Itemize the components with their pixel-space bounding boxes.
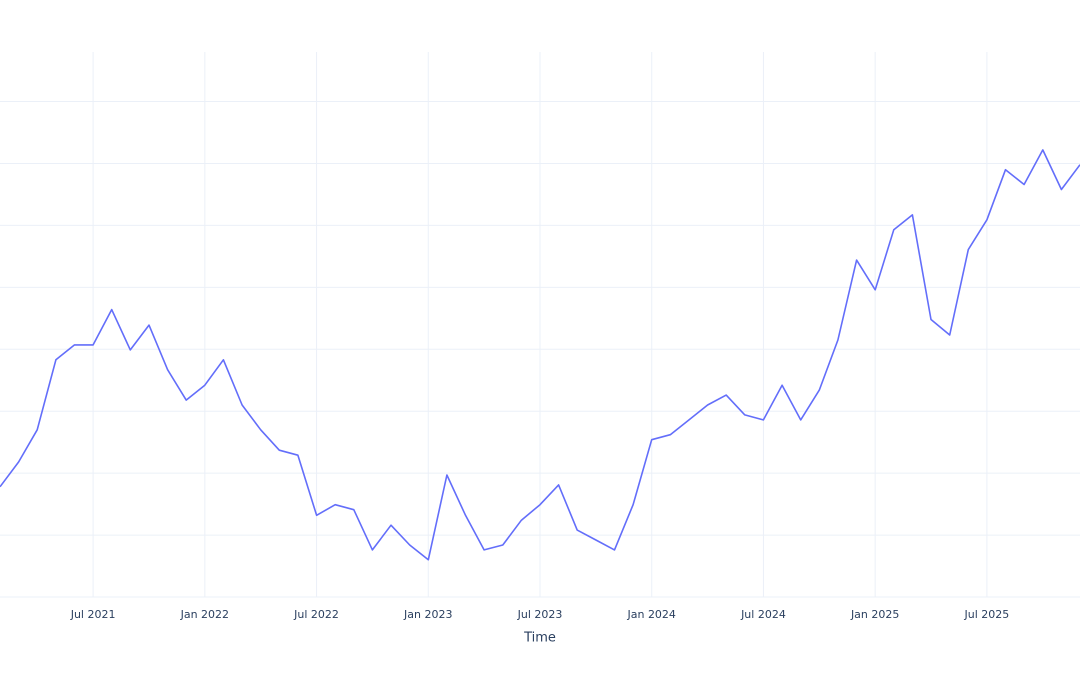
x-tick-label: Jan 2024 bbox=[626, 608, 675, 621]
x-tick-label: Jan 2023 bbox=[403, 608, 452, 621]
x-tick-label: Jan 2022 bbox=[180, 608, 229, 621]
line-series bbox=[0, 149, 1080, 561]
x-tick-label: Jul 2021 bbox=[70, 608, 116, 621]
x-tick-label: Jul 2023 bbox=[517, 608, 563, 621]
x-tick-label: Jul 2022 bbox=[293, 608, 339, 621]
x-tick-label: Jan 2025 bbox=[850, 608, 899, 621]
x-tick-label: Jul 2025 bbox=[964, 608, 1010, 621]
x-tick-label: Jul 2024 bbox=[740, 608, 786, 621]
x-axis-title: Time bbox=[523, 631, 556, 646]
